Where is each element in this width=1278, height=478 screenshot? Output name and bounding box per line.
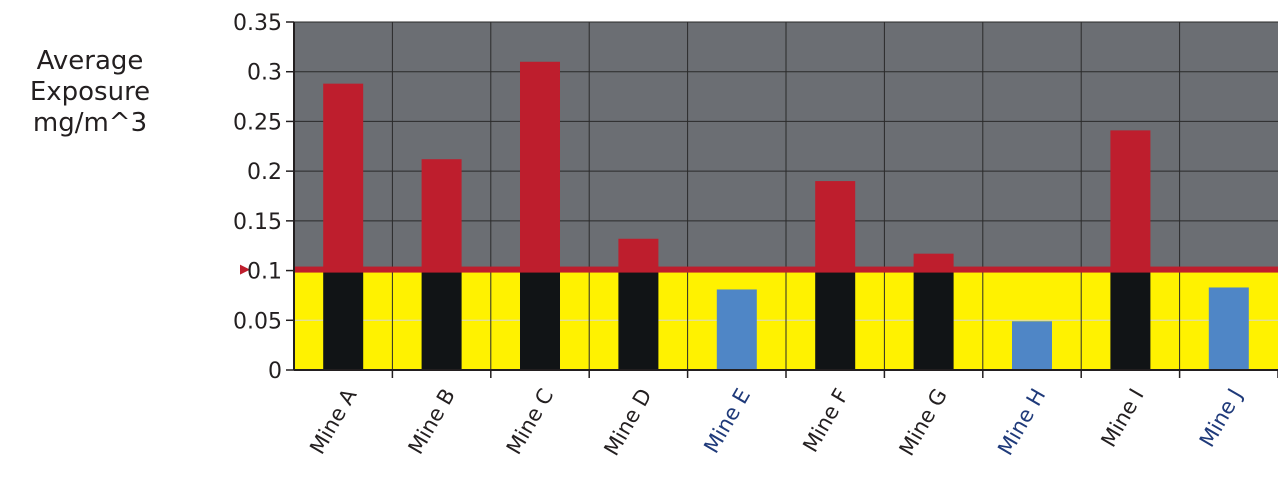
x-category-label: Mine C: [502, 385, 559, 459]
x-category-label: Mine J: [1195, 385, 1247, 452]
y-tick-label: 0.25: [233, 110, 282, 135]
x-category-label: Mine F: [798, 385, 853, 457]
bar-above-threshold: [618, 238, 659, 271]
bar-above-threshold: [421, 159, 462, 271]
y-tick-label: 0.3: [247, 61, 282, 86]
bar-base-segment: [618, 270, 659, 370]
bar-above-threshold: [1110, 130, 1151, 271]
y-axis-title-line-1: Average: [36, 46, 144, 76]
x-category-label: Mine E: [699, 385, 755, 458]
y-tick-label: 0.2: [247, 160, 282, 185]
y-tick-label: 0.05: [233, 309, 282, 334]
bar-base-segment: [913, 270, 954, 370]
bar-base-segment: [1110, 270, 1151, 370]
y-tick-label: 0.1: [247, 260, 282, 285]
y-tick-label: 0.15: [233, 210, 282, 235]
x-category-label: Mine A: [305, 384, 362, 458]
y-axis-title: Average Exposure mg/m^3: [10, 46, 170, 139]
bar-above-threshold: [815, 181, 856, 271]
threshold-marker-icon: [240, 264, 250, 275]
bar-above-threshold: [913, 253, 954, 271]
bar-base-segment: [323, 270, 364, 370]
y-axis-title-line-2: Exposure: [29, 77, 151, 107]
threshold-line: [294, 266, 1278, 273]
bar-above-threshold: [323, 83, 364, 271]
bar-under-threshold: [1208, 287, 1249, 370]
x-category-label: Mine D: [599, 385, 656, 460]
x-category-label: Mine H: [993, 385, 1050, 460]
y-axis-title-line-3: mg/m^3: [32, 108, 148, 138]
bar-above-threshold: [520, 61, 560, 271]
y-tick-label: 0: [268, 359, 282, 384]
x-category-label: Mine G: [895, 385, 952, 460]
bar-under-threshold: [716, 289, 757, 370]
bar-base-segment: [421, 270, 462, 370]
bar-base-segment: [520, 270, 560, 370]
x-category-label: Mine I: [1096, 385, 1148, 452]
y-tick-label: 0.35: [233, 11, 282, 36]
bar-under-threshold: [1012, 321, 1052, 370]
x-category-label: Mine B: [404, 384, 460, 458]
bar-base-segment: [815, 270, 856, 370]
